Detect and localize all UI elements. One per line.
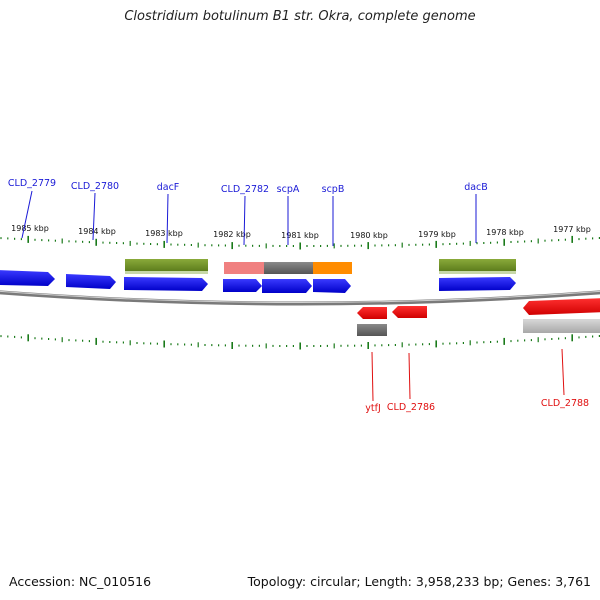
leader-line [92, 192, 96, 241]
gene-label-scpA: scpA [277, 184, 300, 195]
leader-line [408, 352, 411, 400]
gene-label-CLD_2788: CLD_2788 [541, 398, 589, 409]
ruler-label: 1981 kbp [281, 231, 319, 240]
forward-label-leaders [21, 190, 477, 246]
CLD_2782-cds [223, 279, 262, 292]
dacF-cds [124, 277, 208, 291]
scpB-cds [313, 279, 351, 293]
gene-label-CLD_2786: CLD_2786 [387, 402, 435, 413]
ruler-label: 1985 kbp [11, 224, 49, 233]
CLD_2782-feature [224, 262, 264, 274]
genome-backbone-highlight [0, 290, 600, 303]
dacB-cds [439, 277, 516, 291]
ytfJ-cds [357, 307, 387, 319]
CLD_2779-cds [0, 270, 55, 286]
cds-forward-track [0, 270, 516, 293]
leader-line [21, 190, 33, 239]
dacB-feature [439, 259, 516, 272]
scpA-cds [262, 279, 312, 293]
forward-labels: CLD_2779 CLD_2780 dacF CLD_2782 scpA scp… [8, 178, 488, 195]
leader-line [166, 193, 169, 244]
accession-label: Accession: NC_010516 [9, 574, 152, 589]
reverse-labels: ytfJ CLD_2786 CLD_2788 [365, 398, 589, 414]
scpA-feature [264, 262, 313, 274]
scpB-feature [313, 262, 352, 274]
dacF-feature [125, 259, 208, 272]
ruler-label: 1979 kbp [418, 230, 456, 239]
CLD_2780-cds [66, 274, 116, 289]
topology-label: Topology: circular; Length: 3,958,233 bp… [247, 574, 591, 589]
reverse-label-leaders [371, 348, 565, 402]
lower-tick-row [0, 334, 600, 350]
dacF-feature-shadow [125, 271, 208, 274]
CLD_2788-cds [523, 298, 600, 315]
gene-label-dacB: dacB [464, 182, 488, 193]
CLD_2786-cds [392, 306, 427, 318]
gene-label-ytfJ: ytfJ [365, 403, 381, 414]
CLD_2788-feature [523, 319, 600, 333]
upper-tick-row [0, 235, 600, 250]
gene-label-scpB: scpB [322, 184, 345, 195]
gene-label-CLD_2782: CLD_2782 [221, 184, 269, 195]
ruler-label: 1982 kbp [213, 230, 251, 239]
ruler-label: 1977 kbp [553, 225, 591, 234]
gene-label-dacF: dacF [157, 182, 180, 193]
feature-track-upper [125, 259, 516, 274]
genome-backbone [0, 290, 600, 306]
ruler-label: 1983 kbp [145, 229, 183, 238]
ytfJ-feature [357, 324, 387, 336]
cds-reverse-track [357, 298, 600, 336]
dacB-feature-shadow [439, 271, 516, 274]
gene-label-CLD_2779: CLD_2779 [8, 178, 56, 189]
leader-line [371, 351, 374, 402]
leader-line [243, 195, 246, 246]
ruler-label: 1978 kbp [486, 228, 524, 237]
leader-line [561, 348, 565, 396]
ruler-labels: 1985 kbp 1984 kbp 1983 kbp 1982 kbp 1981… [11, 224, 591, 240]
gene-label-CLD_2780: CLD_2780 [71, 181, 119, 192]
ruler-label: 1984 kbp [78, 227, 116, 236]
ruler-label: 1980 kbp [350, 231, 388, 240]
map-title: Clostridium botulinum B1 str. Okra, comp… [124, 9, 476, 24]
